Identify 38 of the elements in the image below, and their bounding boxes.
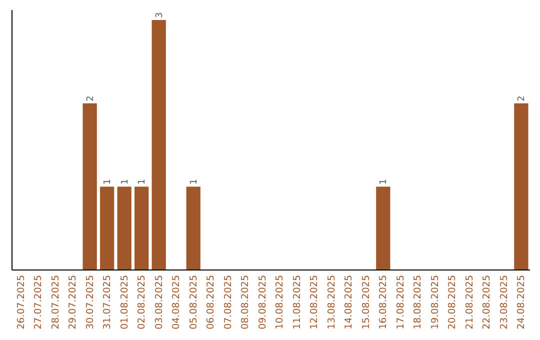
x-tick-label: 07.08.2025 [222,275,234,330]
x-tick-label: 13.08.2025 [326,275,338,330]
x-tick-label: 16.08.2025 [378,275,390,330]
x-tick-label: 20.08.2025 [447,275,458,330]
x-tick-label: 04.08.2025 [171,275,182,330]
x-tick-label: 21.08.2025 [464,275,476,330]
data-label: 1 [138,178,148,185]
x-tick-label: 11.08.2025 [292,275,303,330]
x-tick-label: 08.08.2025 [240,275,252,330]
data-label: 1 [103,178,114,185]
data-label: 3 [154,12,165,18]
x-tick-label: 06.08.2025 [206,275,217,330]
x-tick-label: 17.08.2025 [395,275,406,330]
x-tick-label: 18.08.2025 [412,275,424,330]
x-tick-label: 23.08.2025 [498,275,510,330]
data-label: 2 [517,96,528,102]
x-tick-label: 28.07.2025 [50,275,62,330]
x-tick-label: 09.08.2025 [257,275,268,330]
data-label: 1 [189,178,200,185]
x-tick-label: 24.08.2025 [516,275,528,330]
x-tick-label: 12.08.2025 [309,275,320,330]
x-tick-label: 27.07.2025 [33,275,44,330]
x-tick-label: 22.08.2025 [482,275,493,330]
x-tick-label: 29.07.2025 [68,275,79,330]
x-tick-label: 31.07.2025 [102,275,114,330]
x-tick-label: 14.08.2025 [344,275,355,330]
x-tick-label: 19.08.2025 [430,275,441,330]
x-tick-label: 01.08.2025 [119,275,130,330]
x-tick-label: 03.08.2025 [154,275,165,330]
x-tick-label: 26.07.2025 [16,275,27,330]
x-tick-label: 02.08.2025 [136,275,148,330]
x-tick-label: 15.08.2025 [360,275,372,330]
data-label: 2 [86,96,96,102]
x-tick-label: 10.08.2025 [274,275,286,330]
data-label: 1 [379,178,390,185]
data-label: 1 [120,178,130,185]
x-tick-label: 30.07.2025 [84,275,96,330]
x-tick-label: 05.08.2025 [188,275,200,330]
